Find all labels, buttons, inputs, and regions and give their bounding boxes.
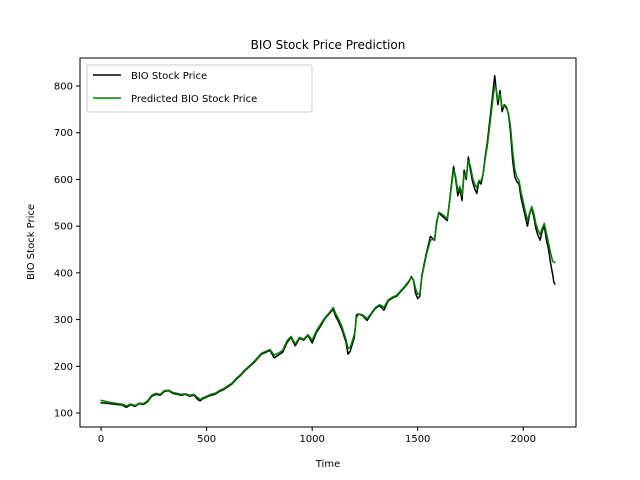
y-tick-label: 500 <box>54 222 73 233</box>
y-tick-label: 200 <box>54 362 73 373</box>
x-tick-label: 0 <box>98 434 104 445</box>
y-tick-label: 800 <box>54 82 73 93</box>
plot-area <box>79 57 577 428</box>
legend-label-predicted: Predicted BIO Stock Price <box>131 94 257 105</box>
y-tick-label: 600 <box>54 175 73 186</box>
y-tick-label: 300 <box>54 315 73 326</box>
x-tick-label: 1000 <box>299 434 324 445</box>
legend-frame <box>86 64 313 113</box>
y-axis-label: BIO Stock Price <box>26 204 37 280</box>
y-tick-label: 100 <box>54 408 73 419</box>
legend-label-actual: BIO Stock Price <box>131 71 207 82</box>
legend: BIO Stock Price Predicted BIO Stock Pric… <box>86 64 313 113</box>
plot-background <box>80 58 576 427</box>
y-tick-label: 400 <box>54 268 73 279</box>
y-tick-label: 700 <box>54 128 73 139</box>
plot-frame <box>79 57 577 428</box>
x-axis: 0 500 1000 1500 2000 <box>98 427 536 445</box>
chart-title: BIO Stock Price Prediction <box>251 38 406 52</box>
series-layer <box>100 75 556 409</box>
x-tick-label: 1500 <box>405 434 430 445</box>
x-tick-label: 500 <box>197 434 216 445</box>
y-axis: 100 200 300 400 500 600 700 800 <box>54 82 80 419</box>
series-line-predicted <box>100 85 556 407</box>
x-tick-label: 2000 <box>511 434 536 445</box>
x-axis-label: Time <box>315 459 340 470</box>
